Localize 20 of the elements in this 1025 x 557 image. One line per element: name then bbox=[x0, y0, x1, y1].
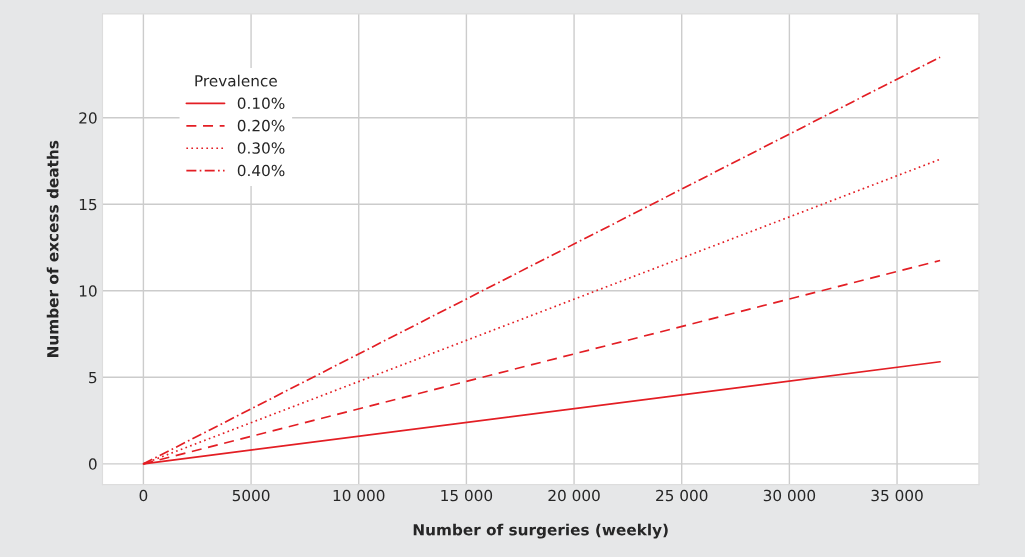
x-tick-label: 20 000 bbox=[548, 489, 600, 502]
legend-label: 0.40% bbox=[237, 164, 285, 177]
x-tick-label: 0 bbox=[139, 489, 148, 502]
x-tick-label: 25 000 bbox=[656, 489, 708, 502]
x-tick-label: 30 000 bbox=[763, 489, 816, 502]
legend-title: Prevalence bbox=[195, 74, 277, 87]
x-tick-label: 35 000 bbox=[871, 489, 923, 502]
y-tick-label: 0 bbox=[88, 458, 97, 470]
legend-label: 0.10% bbox=[237, 97, 285, 109]
x-tick-label: 10 000 bbox=[333, 489, 385, 502]
x-tick-label: 15 000 bbox=[441, 489, 493, 502]
y-axis-title: Number of excess deaths bbox=[46, 140, 59, 357]
y-tick-label: 20 bbox=[79, 112, 97, 124]
legend-label: 0.30% bbox=[237, 142, 285, 154]
y-tick-label: 5 bbox=[89, 371, 97, 384]
x-tick-label: 5000 bbox=[232, 489, 270, 502]
legend-label: 0.20% bbox=[237, 119, 285, 132]
y-tick-label: 15 bbox=[79, 198, 97, 211]
y-tick-label: 10 bbox=[79, 285, 97, 297]
x-axis-title: Number of surgeries (weekly) bbox=[413, 523, 668, 539]
